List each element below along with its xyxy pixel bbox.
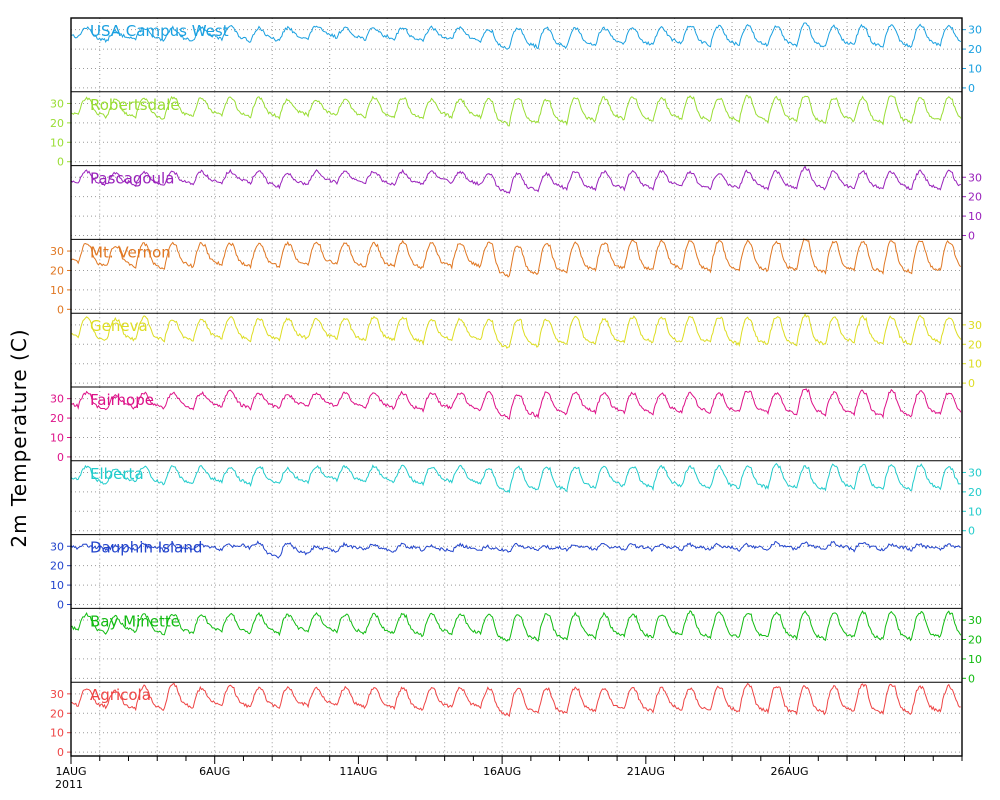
y-tick-label: 30 <box>968 614 982 627</box>
y-tick-label: 0 <box>968 377 975 390</box>
station-label-dauphin-island: Dauphin Island <box>90 539 202 557</box>
station-label-robertsdale: Robertsdale <box>90 96 180 114</box>
station-label-geneva: Geneva <box>90 317 148 335</box>
y-axis-label: 2m Temperature (C) <box>7 328 31 547</box>
y-tick-label: 20 <box>50 560 64 573</box>
y-tick-label: 20 <box>50 412 64 425</box>
series-line-bay-minette <box>70 610 962 642</box>
y-tick-label: 10 <box>50 284 64 297</box>
panel-bay-minette: 0 10 20 30 Bay Minette <box>70 607 982 685</box>
station-panels: 0 10 20 30 USA Campus West 0 10 20 30 Robertsdale… <box>50 17 982 759</box>
x-tick-label: 21AUG <box>627 765 665 778</box>
series-line-geneva <box>70 312 962 349</box>
station-label-fairhope: Fairhope <box>90 391 154 409</box>
x-tick-year-label: 2011 <box>55 778 83 791</box>
y-tick-label: 20 <box>50 264 64 277</box>
station-label-agricola: Agricola <box>90 686 151 704</box>
y-tick-label: 30 <box>968 171 982 184</box>
y-tick-label: 20 <box>968 633 982 646</box>
x-tick-label: 26AUG <box>770 765 808 778</box>
panel-fairhope: 0 10 20 30 Fairhope <box>50 386 962 464</box>
series-line-agricola <box>70 682 961 718</box>
station-label-elberta: Elberta <box>90 465 144 483</box>
y-tick-label: 0 <box>57 746 64 759</box>
y-tick-label: 20 <box>968 191 982 204</box>
y-tick-label: 0 <box>968 672 975 685</box>
series-line-fairhope <box>70 388 962 420</box>
station-label-bay-minette: Bay Minette <box>90 612 180 630</box>
y-tick-label: 0 <box>968 525 975 538</box>
x-tick-label: 16AUG <box>483 765 521 778</box>
y-tick-label: 30 <box>50 393 64 406</box>
y-tick-label: 30 <box>50 97 64 110</box>
y-tick-label: 30 <box>50 245 64 258</box>
y-tick-label: 30 <box>50 540 64 553</box>
y-tick-label: 0 <box>57 451 64 464</box>
panel-pascagoula: 0 10 20 30 Pascagoula <box>70 165 982 243</box>
y-tick-label: 10 <box>50 579 64 592</box>
panel-robertsdale: 0 10 20 30 Robertsdale <box>50 91 962 169</box>
y-tick-label: 20 <box>50 117 64 130</box>
panel-mt-vernon: 0 10 20 30 Mt. Vernon <box>50 238 962 316</box>
x-tick-label: 1AUG <box>55 765 86 778</box>
y-tick-label: 0 <box>57 599 64 612</box>
panel-elberta: 0 10 20 30 Elberta <box>70 460 982 538</box>
station-label-mt-vernon: Mt. Vernon <box>90 243 171 261</box>
panel-dauphin-island: 0 10 20 30 Dauphin Island <box>50 534 962 612</box>
y-tick-label: 10 <box>50 727 64 740</box>
y-tick-label: 0 <box>57 156 64 169</box>
y-tick-label: 20 <box>50 707 64 720</box>
y-tick-label: 30 <box>50 688 64 701</box>
series-line-mt-vernon <box>70 238 962 278</box>
x-tick-label: 6AUG <box>199 765 230 778</box>
y-tick-label: 20 <box>968 43 982 56</box>
series-line-pascagoula <box>70 165 961 194</box>
station-label-usa-campus-west: USA Campus West <box>90 22 229 40</box>
y-tick-label: 0 <box>57 303 64 316</box>
y-tick-label: 30 <box>968 466 982 479</box>
y-tick-label: 10 <box>968 210 982 223</box>
y-tick-label: 30 <box>968 319 982 332</box>
series-line-robertsdale <box>70 94 962 127</box>
plot-frame <box>70 17 963 757</box>
y-tick-label: 0 <box>968 82 975 95</box>
y-tick-label: 10 <box>968 62 982 75</box>
y-tick-label: 0 <box>968 230 975 243</box>
station-label-pascagoula: Pascagoula <box>90 170 174 188</box>
y-tick-label: 10 <box>968 358 982 371</box>
y-tick-label: 20 <box>968 486 982 499</box>
y-tick-label: 20 <box>968 338 982 351</box>
panel-geneva: 0 10 20 30 Geneva <box>70 312 982 390</box>
y-tick-label: 10 <box>50 431 64 444</box>
y-tick-label: 10 <box>50 136 64 149</box>
x-tick-label: 11AUG <box>339 765 377 778</box>
series-line-dauphin-island <box>70 540 961 559</box>
y-tick-label: 10 <box>968 653 982 666</box>
series-line-usa-campus-west <box>70 22 962 50</box>
y-tick-label: 30 <box>968 24 982 37</box>
panel-agricola: 0 10 20 30 Agricola <box>50 681 962 759</box>
panel-usa-campus-west: 0 10 20 30 USA Campus West <box>70 17 982 95</box>
series-line-elberta <box>70 462 961 494</box>
y-tick-label: 10 <box>968 505 982 518</box>
